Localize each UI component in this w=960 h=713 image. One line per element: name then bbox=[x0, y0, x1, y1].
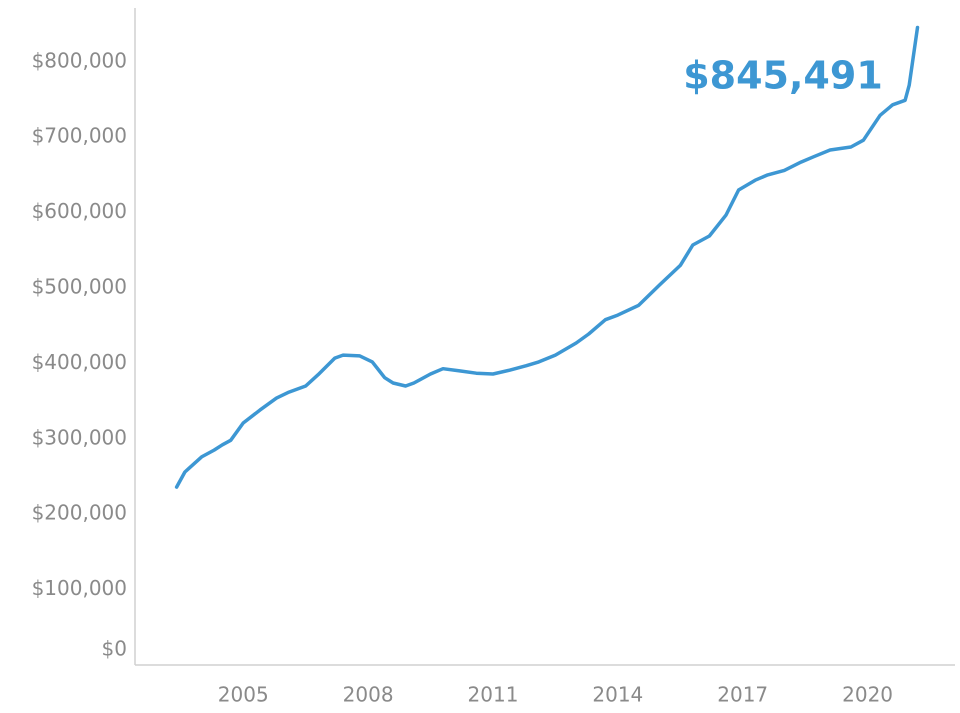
y-tick-label: $700,000 bbox=[32, 124, 127, 148]
y-tick-label: $400,000 bbox=[32, 350, 127, 374]
y-tick-label: $100,000 bbox=[32, 576, 127, 600]
x-tick-label: 2017 bbox=[717, 683, 768, 707]
y-tick-label: $500,000 bbox=[32, 275, 127, 299]
line bbox=[174, 25, 920, 489]
y-tick-label: $600,000 bbox=[32, 199, 127, 223]
x-tick-label: 2014 bbox=[592, 683, 643, 707]
x-tick-label: 2008 bbox=[343, 683, 394, 707]
x-tick-label: 2005 bbox=[218, 683, 269, 707]
x-tick-label: 2020 bbox=[842, 683, 893, 707]
y-tick-label: $0 bbox=[102, 637, 127, 661]
y-tick-label: $200,000 bbox=[32, 501, 127, 525]
x-tick-label: 2011 bbox=[468, 683, 519, 707]
value-annotation: $845,491 bbox=[683, 54, 883, 98]
y-tick-label: $800,000 bbox=[32, 48, 127, 72]
y-tick-label: $300,000 bbox=[32, 425, 127, 449]
